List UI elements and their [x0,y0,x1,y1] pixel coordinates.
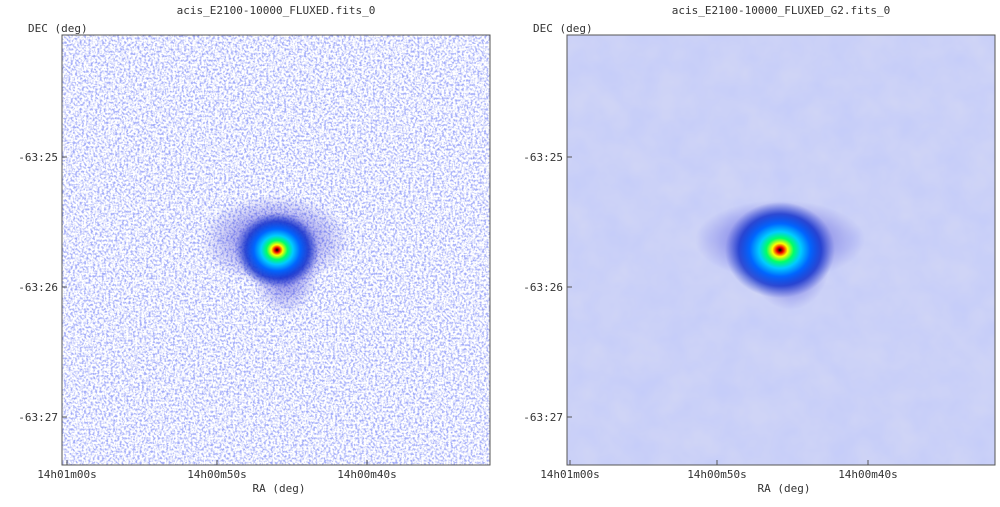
x-tick-label: 14h00m50s [187,468,247,481]
x-tick-label: 14h00m40s [337,468,397,481]
x-axis-label: RA (deg) [758,482,811,495]
frame [61,34,491,466]
x-tick-label: 14h01m00s [37,468,97,481]
y-tick-label: -63:27 [523,411,563,424]
panel-title: acis_E2100-10000_FLUXED_G2.fits_0 [672,4,891,17]
x-tick-label: 14h00m40s [838,468,898,481]
y-tick-label: -63:26 [18,281,58,294]
y-axis-label: DEC (deg) [28,22,88,35]
x-axis-label: RA (deg) [253,482,306,495]
y-tick-label: -63:26 [523,281,563,294]
x-tick-label: 14h01m00s [540,468,600,481]
y-tick-label: -63:25 [18,151,58,164]
image-right [567,35,995,465]
y-tick-label: -63:27 [18,411,58,424]
x-tick-label: 14h00m50s [687,468,747,481]
y-tick-label: -63:25 [523,151,563,164]
image-left [62,35,490,465]
panel-title: acis_E2100-10000_FLUXED.fits_0 [177,4,376,17]
frame [566,34,996,466]
y-axis-label: DEC (deg) [533,22,593,35]
